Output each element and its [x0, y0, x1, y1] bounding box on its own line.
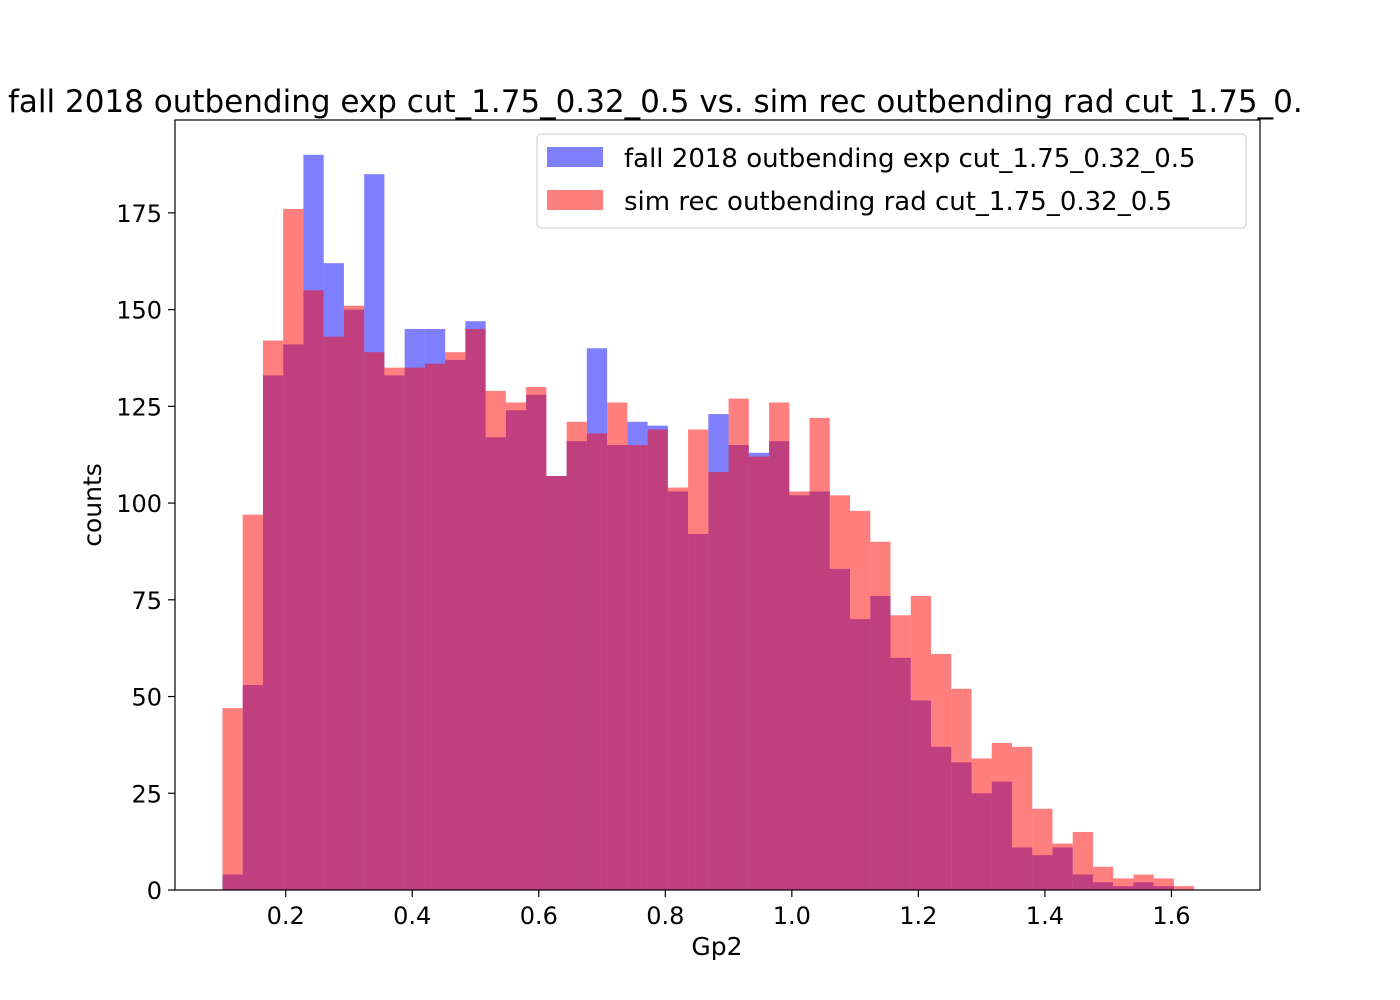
bar — [850, 510, 871, 890]
x-tick-label: 0.4 — [393, 902, 431, 930]
bar — [789, 491, 810, 890]
bar — [647, 429, 668, 890]
bar — [748, 456, 770, 890]
y-tick-label: 50 — [131, 684, 162, 712]
x-axis: 0.2 0.4 0.6 0.8 1.0 1.2 1.4 1.6 — [267, 890, 1191, 930]
bar — [829, 495, 851, 890]
bar — [708, 472, 729, 890]
bar — [566, 421, 587, 890]
bar — [1113, 878, 1134, 890]
bar — [1072, 831, 1093, 890]
x-axis-label: Gp2 — [691, 932, 742, 961]
y-tick-label: 0 — [147, 877, 162, 905]
bar — [1133, 874, 1154, 890]
bar — [283, 208, 304, 890]
bar — [526, 386, 547, 890]
bar — [505, 402, 527, 890]
x-tick-label: 1.0 — [773, 902, 811, 930]
bar — [1052, 843, 1073, 890]
y-tick-label: 25 — [131, 780, 162, 808]
bar — [1092, 866, 1114, 890]
bar — [242, 514, 263, 890]
bar — [384, 367, 405, 890]
bar — [627, 445, 648, 890]
bar — [1173, 886, 1195, 890]
y-tick-label: 150 — [116, 297, 162, 325]
legend: fall 2018 outbending exp cut_1.75_0.32_0… — [536, 133, 1247, 229]
x-tick-label: 1.2 — [899, 902, 937, 930]
bar — [991, 742, 1012, 890]
y-tick-label: 100 — [116, 490, 162, 518]
bar — [728, 398, 749, 890]
bar — [910, 595, 932, 890]
x-tick-label: 1.4 — [1026, 902, 1064, 930]
bar — [971, 758, 992, 890]
legend-label-sim: sim rec outbending rad cut_1.75_0.32_0.5 — [624, 187, 1172, 217]
bar — [404, 367, 425, 890]
bar — [931, 653, 952, 890]
y-tick-label: 175 — [116, 200, 162, 228]
bar — [890, 615, 911, 890]
bar — [262, 340, 284, 891]
y-axis-label: counts — [78, 463, 107, 547]
bar — [688, 429, 709, 890]
bar — [424, 363, 446, 891]
bar — [1012, 746, 1033, 890]
bar — [364, 352, 385, 891]
bar — [1032, 808, 1053, 890]
legend-swatch-exp — [547, 147, 603, 167]
legend-swatch-sim — [547, 190, 603, 210]
bars-layer — [222, 154, 1195, 891]
legend-box — [536, 133, 1247, 229]
y-tick-label: 75 — [131, 587, 162, 615]
bar — [222, 708, 243, 890]
bar — [769, 402, 790, 890]
x-tick-label: 0.2 — [267, 902, 305, 930]
x-tick-label: 0.6 — [520, 902, 558, 930]
legend-label-exp: fall 2018 outbending exp cut_1.75_0.32_0… — [624, 144, 1196, 174]
bar — [546, 475, 567, 890]
bar — [1153, 878, 1174, 890]
bar — [586, 433, 608, 890]
y-tick-label: 125 — [116, 393, 162, 421]
bar — [343, 305, 365, 890]
x-tick-label: 1.6 — [1152, 902, 1190, 930]
series-1 — [222, 208, 1195, 891]
bar — [485, 390, 506, 890]
bar — [870, 541, 891, 890]
bar — [445, 352, 466, 891]
bar — [951, 688, 972, 890]
bar — [667, 487, 689, 890]
x-tick-label: 0.8 — [646, 902, 684, 930]
bar — [809, 417, 830, 890]
y-axis: 0 25 50 75 100 125 150 175 — [116, 200, 175, 905]
bar — [303, 290, 324, 891]
bar — [465, 328, 486, 891]
plot-frame — [174, 119, 1261, 891]
chart-title: fall 2018 outbending exp cut_1.75_0.32_0… — [8, 84, 1303, 120]
bar — [607, 402, 628, 890]
bar — [323, 336, 344, 890]
